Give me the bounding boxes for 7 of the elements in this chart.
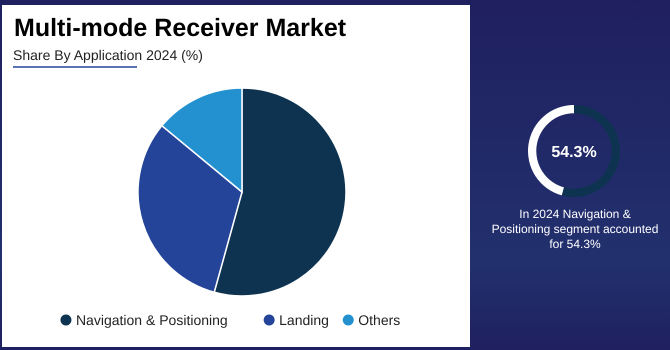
legend-label: Landing bbox=[279, 312, 329, 328]
chart-title: Multi-mode Receiver Market bbox=[14, 14, 347, 42]
legend-label: Others bbox=[358, 312, 400, 328]
legend-label: Navigation & Positioning bbox=[76, 312, 228, 328]
text: 54.3% bbox=[551, 144, 597, 161]
chart-subtitle: Share By Application 2024 (%) bbox=[13, 47, 203, 63]
text: In 2024 Navigation & Positioning segment accounted for 54.3% bbox=[490, 207, 660, 252]
